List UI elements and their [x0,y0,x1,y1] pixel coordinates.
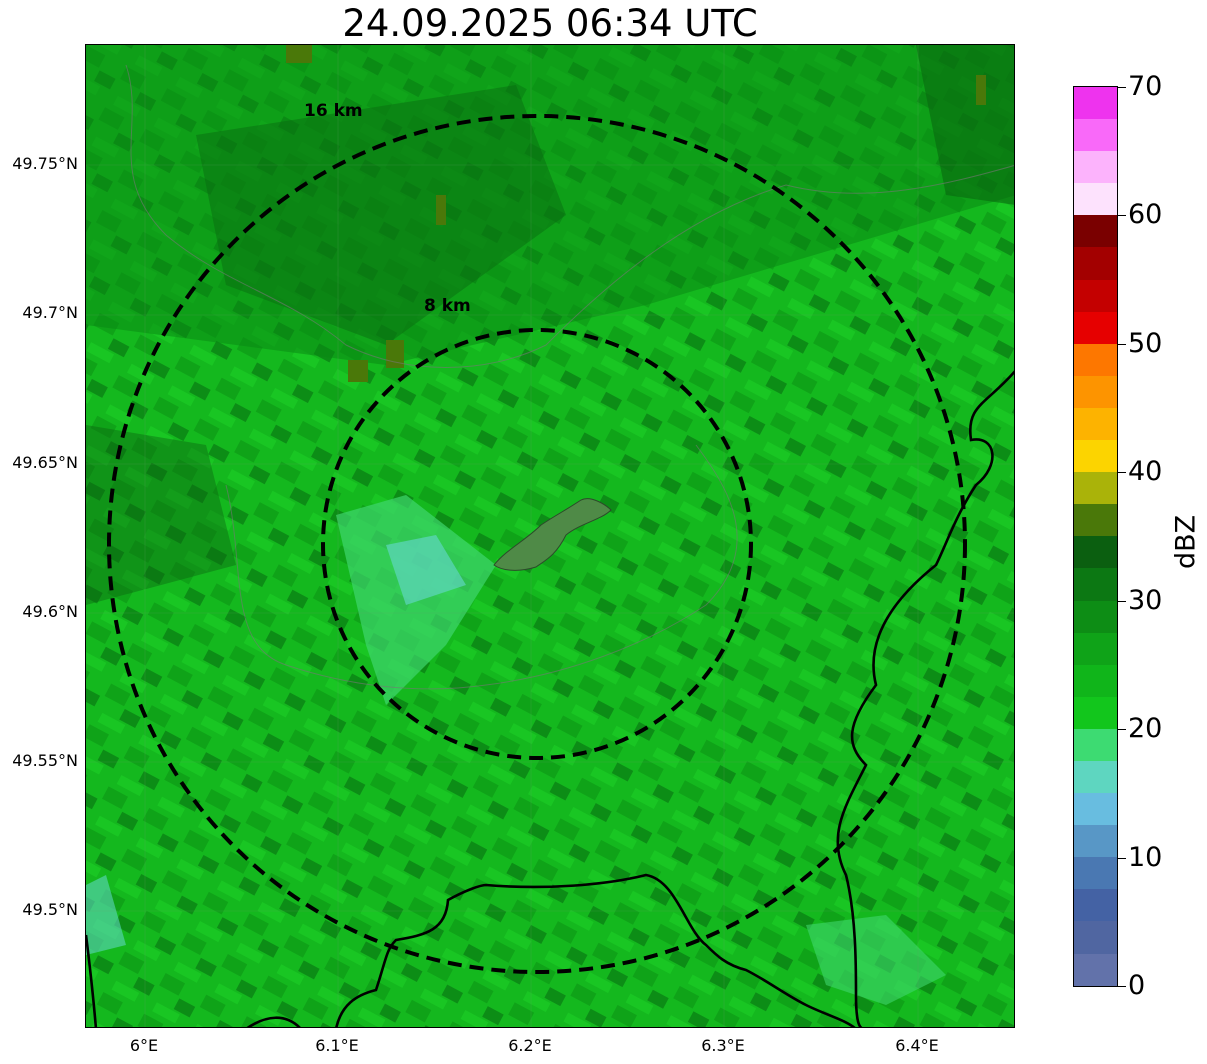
lat-tick-label: 49.65°N [12,453,78,472]
admin-boundary [125,64,1014,368]
colorbar-tick [1118,600,1126,602]
colorbar-bin [1074,760,1117,794]
colorbar-tick [1118,729,1126,731]
radar-map-svg: 8 km 16 km [86,45,1014,1027]
colorbar-tick [1118,986,1126,987]
admin-boundary [225,444,738,690]
colorbar-bin [1074,889,1117,922]
radar-map[interactable]: 8 km 16 km [85,44,1015,1028]
colorbar-bin [1074,504,1117,537]
lon-tick-label: 6.1°E [315,1036,359,1055]
colorbar-tick [1118,857,1126,859]
lat-tick-label: 49.5°N [22,900,78,919]
light-echo-core [386,535,466,605]
range-ring-16km-label: 16 km [304,101,363,121]
colorbar-bin [1074,921,1117,954]
colorbar-bin [1074,279,1117,312]
lat-tick-label: 49.55°N [12,751,78,770]
colorbar-tick-label: 0 [1128,970,1146,1001]
colorbar-title: dBZ [1170,514,1202,570]
echo-speckle [976,75,986,105]
border-france [335,873,856,1027]
colorbar-bin [1074,793,1117,826]
colorbar-bin [1074,440,1117,473]
colorbar-bin [1074,183,1117,216]
lon-tick-label: 6.2°E [508,1036,552,1055]
echo-core-northeast [916,45,1014,205]
colorbar [1073,86,1118,987]
colorbar-bin [1074,664,1117,697]
colorbar-tick-label: 30 [1128,584,1163,616]
colorbar-tick [1118,215,1126,217]
lat-tick-label: 49.6°N [22,602,78,621]
colorbar-bin [1074,953,1117,986]
colorbar-tick-label: 20 [1128,713,1163,745]
city-luxembourg [493,498,612,571]
colorbar-bin [1074,825,1117,858]
border-belgium [86,934,98,1027]
lon-tick-label: 6°E [129,1036,159,1055]
colorbar-bin [1074,119,1117,152]
echo-band-dark [86,45,1014,365]
lon-tick-label: 6.4°E [895,1036,939,1055]
colorbar-bin [1074,696,1117,729]
colorbar-bin [1074,536,1117,569]
colorbar-tick-label: 10 [1128,841,1163,873]
colorbar-bin [1074,632,1117,665]
border-segment [246,1016,301,1027]
colorbar-bin [1074,87,1117,120]
echo-speckle [348,360,368,382]
border-france-luxembourg-germany [836,370,1014,1027]
light-echo-zone [86,875,126,955]
colorbar-bin [1074,311,1117,344]
lon-tick-label: 6.3°E [701,1036,745,1055]
colorbar-bin [1074,728,1117,761]
colorbar-bin [1074,215,1117,248]
range-ring-8km [321,328,753,760]
colorbar-bin [1074,600,1117,633]
range-ring-8km-label: 8 km [424,296,471,316]
colorbar-tick-label: 60 [1128,199,1163,231]
lat-tick-label: 49.75°N [12,154,78,173]
echo-core-dark [196,85,566,345]
colorbar-tick [1118,343,1126,345]
colorbar-bin [1074,375,1117,408]
echo-core-west [86,425,236,605]
colorbar-bin [1074,407,1117,441]
colorbar-tick-label: 70 [1128,71,1163,102]
colorbar-bin [1074,472,1117,505]
light-echo-zone [806,915,946,1005]
colorbar-bin [1074,247,1117,280]
echo-speckle [286,45,312,63]
chart-title: 24.09.2025 06:34 UTC [342,2,758,45]
colorbar-tick [1118,472,1126,474]
colorbar-bin [1074,151,1117,184]
range-ring-16km [107,114,967,974]
colorbar-tick-label: 50 [1128,327,1163,359]
echo-speckle [436,195,446,225]
colorbar-bin [1074,857,1117,890]
colorbar-bin [1074,568,1117,601]
colorbar-tick [1118,87,1126,88]
colorbar-bin [1074,343,1117,376]
lat-tick-label: 49.7°N [22,303,78,322]
colorbar-tick-label: 40 [1128,456,1163,488]
